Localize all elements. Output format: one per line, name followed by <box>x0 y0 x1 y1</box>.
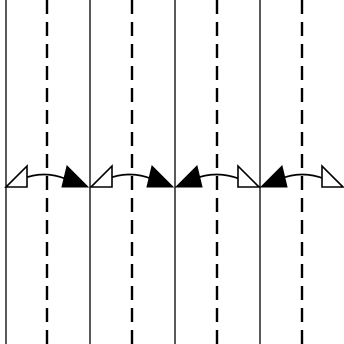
fold-arrow-2 <box>89 164 175 188</box>
fold-lines <box>5 0 304 344</box>
hollow-arrowhead-icon <box>89 164 113 188</box>
fold-arrow-3 <box>174 164 261 188</box>
fold-arrow-1 <box>4 164 90 188</box>
hollow-arrowhead-icon <box>4 164 28 188</box>
fold-arrows <box>4 164 344 188</box>
hollow-arrowhead-icon <box>321 164 344 188</box>
filled-arrowhead-icon <box>259 165 288 188</box>
filled-arrowhead-icon <box>61 165 90 188</box>
filled-arrowhead-icon <box>174 165 203 188</box>
fold-arrow-4 <box>259 164 344 188</box>
hollow-arrowhead-icon <box>237 164 261 188</box>
filled-arrowhead-icon <box>146 165 175 188</box>
